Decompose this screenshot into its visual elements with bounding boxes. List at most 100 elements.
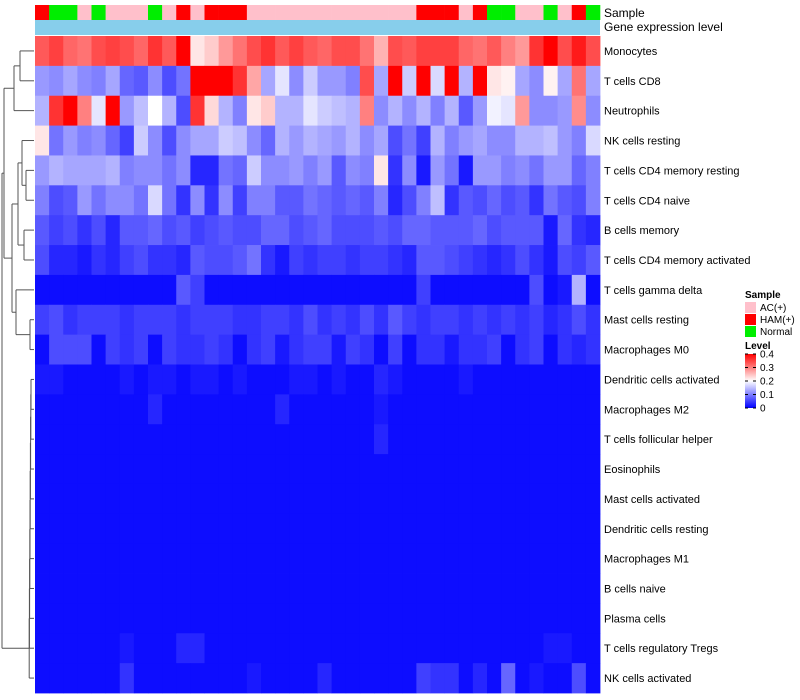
row-label: Eosinophils — [604, 464, 661, 476]
heatmap-cell — [388, 36, 403, 67]
heatmap-cell — [190, 454, 205, 485]
heatmap-cell — [49, 334, 64, 365]
heatmap-cell — [218, 483, 234, 515]
heatmap-cell — [444, 364, 460, 395]
heatmap-cell — [232, 334, 248, 365]
heatmap-cell — [585, 304, 601, 336]
heatmap-cell — [317, 394, 333, 425]
heatmap-cell — [416, 185, 431, 216]
heatmap-cell — [148, 36, 163, 67]
heatmap-cell — [91, 155, 107, 186]
heatmap-cell — [190, 155, 205, 186]
heatmap-cell — [105, 215, 121, 246]
heatmap-cell — [246, 274, 262, 306]
heatmap-cell — [91, 125, 107, 156]
heatmap-cell — [218, 513, 234, 545]
sample-annotation-cell — [119, 5, 135, 20]
heatmap-cell — [585, 36, 601, 67]
heatmap-cell — [148, 364, 163, 395]
heatmap-cell — [515, 483, 530, 515]
heatmap-cell — [430, 633, 446, 664]
heatmap-cell — [543, 603, 559, 634]
heatmap-cell — [374, 36, 389, 67]
heatmap-cell — [289, 155, 304, 186]
heatmap-cell — [388, 185, 403, 216]
heatmap-cell — [275, 155, 290, 186]
heatmap-cell — [289, 513, 304, 545]
sample-annotation-cell — [49, 5, 64, 20]
heatmap-cell — [374, 483, 389, 515]
heatmap-cell — [374, 424, 389, 455]
heatmap-cell — [444, 603, 460, 634]
heatmap-cell — [444, 633, 460, 664]
heatmap-cell — [246, 245, 262, 276]
heatmap-cell — [105, 334, 121, 365]
sample-annotation-cell — [487, 5, 502, 20]
heatmap-cell — [190, 215, 205, 246]
heatmap-cell — [388, 633, 403, 664]
sample-annotation-cell — [275, 5, 290, 20]
heatmap-cell — [430, 483, 446, 515]
heatmap-cell — [133, 185, 149, 216]
heatmap-cell — [91, 394, 107, 425]
heatmap-cell — [374, 513, 389, 545]
heatmap-cell — [501, 125, 516, 156]
heatmap-cell — [105, 513, 121, 545]
heatmap-cell — [402, 215, 417, 246]
heatmap-cell — [133, 125, 149, 156]
heatmap-cell — [190, 185, 205, 216]
level-tick-label: 0.3 — [760, 363, 774, 374]
row-label: NK cells resting — [604, 136, 680, 148]
heatmap-cell — [571, 215, 587, 246]
heatmap-cell — [218, 274, 234, 306]
heatmap-cell — [204, 424, 220, 455]
heatmap-cell — [176, 304, 191, 336]
heatmap-cell — [430, 65, 446, 97]
heatmap-cell — [105, 603, 121, 634]
heatmap-cell — [204, 483, 220, 515]
heatmap-cell — [374, 274, 389, 306]
heatmap-cell — [571, 95, 587, 126]
heatmap-cell — [261, 334, 276, 365]
heatmap-cell — [105, 573, 121, 604]
heatmap-cell — [416, 543, 431, 574]
heatmap-cell — [487, 364, 502, 395]
heatmap-cell — [444, 36, 460, 67]
sample-annotation-cell — [543, 5, 558, 20]
heatmap-cell — [289, 663, 304, 694]
heatmap-cell — [303, 95, 318, 126]
heatmap-cell — [303, 36, 318, 67]
sample-annotation-cell — [105, 5, 121, 20]
heatmap-cell — [472, 513, 488, 545]
heatmap-cell — [402, 483, 417, 515]
heatmap-cell — [119, 364, 135, 395]
heatmap-cell — [430, 394, 446, 425]
heatmap-cell — [289, 185, 304, 216]
heatmap-cell — [162, 483, 177, 515]
heatmap-cell — [289, 483, 304, 515]
heatmap-cell — [458, 155, 474, 186]
heatmap-cell — [430, 185, 446, 216]
heatmap-cell — [444, 245, 460, 276]
heatmap-cell — [289, 364, 304, 395]
heatmap-cell — [133, 483, 149, 515]
heatmap-cell — [444, 513, 460, 545]
sample-annotation-cell — [472, 5, 488, 20]
heatmap-cell — [275, 185, 290, 216]
heatmap-cell — [515, 245, 530, 276]
heatmap-cell — [557, 364, 573, 395]
heatmap-cell — [63, 125, 78, 156]
heatmap-cell — [487, 424, 502, 455]
sample-annotation-cell — [35, 5, 50, 20]
heatmap-cell — [119, 185, 135, 216]
heatmap-cell — [190, 334, 205, 365]
heatmap-cell — [458, 454, 474, 485]
heatmap-cell — [148, 185, 163, 216]
row-label: B cells naive — [604, 583, 666, 595]
heatmap-cell — [232, 603, 248, 634]
heatmap-cell — [232, 36, 248, 67]
heatmap-cell — [487, 334, 502, 365]
heatmap-cell — [63, 185, 78, 216]
heatmap-cell — [119, 424, 135, 455]
heatmap-cell — [388, 663, 403, 694]
